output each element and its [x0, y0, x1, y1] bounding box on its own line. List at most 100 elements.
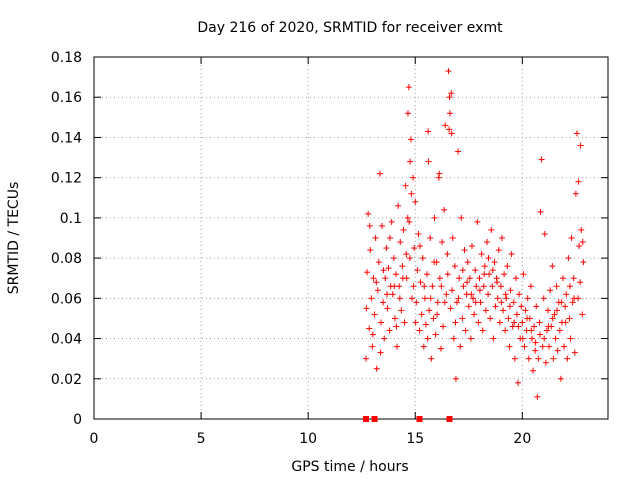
data-point — [532, 347, 539, 354]
data-point — [553, 283, 560, 290]
data-point — [465, 303, 472, 310]
data-point — [402, 182, 409, 189]
data-point — [439, 239, 446, 246]
data-point — [404, 214, 411, 221]
data-point — [377, 349, 384, 356]
data-point — [394, 343, 401, 350]
data-point — [540, 295, 547, 302]
zero-value-marker — [362, 416, 369, 422]
data-point — [472, 299, 479, 306]
y-tick-label: 0.04 — [51, 332, 82, 348]
data-point — [404, 110, 411, 117]
data-point — [386, 235, 393, 241]
data-point — [373, 279, 380, 286]
data-point — [367, 247, 374, 254]
data-point — [524, 295, 531, 302]
data-point — [575, 178, 582, 185]
x-tick-label: 0 — [90, 431, 99, 447]
data-point — [556, 327, 563, 334]
grid — [94, 57, 608, 419]
data-point — [518, 303, 525, 310]
data-point — [521, 343, 528, 350]
data-point — [421, 295, 428, 302]
data-point — [552, 335, 559, 342]
data-point — [436, 275, 443, 282]
data-point — [565, 255, 572, 262]
y-tick-label: 0.06 — [51, 291, 82, 307]
data-point — [464, 259, 471, 266]
data-point — [449, 287, 456, 294]
data-point — [400, 226, 407, 233]
data-point — [576, 243, 583, 250]
data-point — [430, 315, 437, 322]
data-point — [446, 94, 453, 101]
data-point — [522, 307, 529, 314]
data-point — [384, 305, 391, 312]
data-point — [390, 255, 397, 262]
data-point — [438, 283, 445, 290]
data-point — [489, 267, 496, 274]
data-point — [531, 323, 538, 330]
data-point — [458, 214, 465, 221]
data-point — [418, 311, 425, 318]
data-point — [416, 243, 423, 250]
data-point — [472, 267, 479, 274]
data-point — [410, 174, 417, 181]
data-point — [479, 327, 486, 334]
data-point — [425, 158, 432, 165]
y-tick-label: 0 — [73, 412, 82, 428]
data-point — [462, 327, 469, 334]
data-point — [471, 311, 478, 318]
data-point — [572, 190, 579, 197]
data-point — [530, 367, 537, 374]
data-point — [393, 323, 400, 330]
data-point — [461, 247, 468, 254]
data-point — [497, 283, 504, 290]
data-point — [431, 214, 438, 221]
data-point — [488, 226, 495, 233]
data-point — [483, 239, 490, 246]
data-point — [411, 245, 418, 252]
data-point — [373, 365, 380, 372]
data-point — [538, 156, 545, 163]
data-point — [567, 335, 574, 342]
data-point — [491, 259, 498, 266]
data-point — [564, 355, 571, 362]
data-point — [498, 299, 505, 306]
data-point — [376, 170, 383, 177]
data-point — [415, 230, 422, 237]
data-point — [554, 307, 561, 314]
data-point — [550, 355, 557, 362]
data-point — [377, 319, 384, 326]
data-point — [441, 299, 448, 306]
data-point — [512, 275, 519, 282]
data-point — [369, 343, 376, 350]
data-point — [563, 291, 570, 298]
data-point — [382, 275, 389, 282]
data-point — [527, 283, 534, 290]
data-point — [551, 311, 558, 318]
data-point — [536, 331, 543, 338]
data-point — [365, 210, 372, 217]
data-point — [414, 267, 421, 274]
data-point — [481, 271, 488, 278]
data-point — [434, 299, 441, 306]
zero-value-marker — [371, 416, 378, 422]
zero-value-marker — [446, 416, 453, 422]
data-point — [383, 245, 390, 252]
data-point — [366, 222, 373, 229]
data-point — [459, 315, 466, 322]
data-point — [516, 291, 523, 298]
x-tick-label: 10 — [299, 431, 317, 447]
data-point — [448, 130, 455, 137]
data-point — [511, 319, 518, 326]
x-axis-label: GPS time / hours — [291, 459, 408, 475]
data-point — [449, 235, 456, 241]
data-point — [380, 299, 387, 306]
data-point — [502, 327, 509, 334]
data-point — [412, 198, 419, 205]
data-point — [436, 170, 443, 177]
data-point — [427, 235, 434, 241]
data-point — [541, 230, 548, 237]
data-point — [467, 335, 474, 342]
